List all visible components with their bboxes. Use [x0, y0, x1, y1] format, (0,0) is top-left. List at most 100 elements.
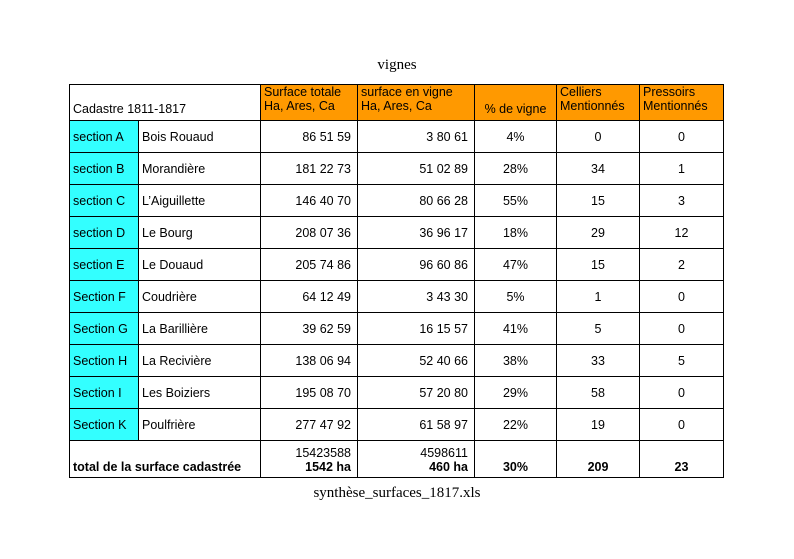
- surface-totale-cell: 64 12 49: [260, 280, 358, 313]
- pct-cell: 4%: [474, 120, 557, 153]
- celliers-cell: 33: [556, 344, 640, 377]
- total-label: total de la surface cadastrée: [69, 440, 261, 478]
- pct-cell: 28%: [474, 152, 557, 185]
- table-row: section C L’Aiguillette 146 40 70 80 66 28 5…: [69, 184, 724, 217]
- vignes-table: Cadastre 1811-1817 Surface totale Ha, Are…: [69, 84, 724, 478]
- total-surface-totale-ha: 1542 ha: [305, 460, 351, 474]
- celliers-cell: 19: [556, 408, 640, 441]
- name-cell: La Barillière: [138, 312, 261, 345]
- total-surface-vigne: 4598611 460 ha: [357, 440, 475, 478]
- header-pressoirs: Pressoirs Mentionnés: [639, 84, 724, 121]
- name-cell: Poulfrière: [138, 408, 261, 441]
- name-cell: L’Aiguillette: [138, 184, 261, 217]
- pct-cell: 47%: [474, 248, 557, 281]
- section-cell: Section I: [69, 376, 139, 409]
- total-surface-totale-raw: 15423588: [295, 446, 351, 460]
- pct-cell: 5%: [474, 280, 557, 313]
- name-cell: Les Boiziers: [138, 376, 261, 409]
- pressoirs-cell: 0: [639, 376, 724, 409]
- name-cell: Le Douaud: [138, 248, 261, 281]
- section-cell: section C: [69, 184, 139, 217]
- total-surface-totale: 15423588 1542 ha: [260, 440, 358, 478]
- surface-totale-cell: 277 47 92: [260, 408, 358, 441]
- header-celliers-line2: Mentionnés: [560, 99, 625, 113]
- header-surface-vigne: surface en vigne Ha, Ares, Ca: [357, 84, 475, 121]
- header-pct-vigne-label: % de vigne: [484, 102, 547, 116]
- table-row: Section G La Barillière 39 62 59 16 15 57 41…: [69, 312, 724, 345]
- header-row: Cadastre 1811-1817 Surface totale Ha, Are…: [69, 84, 724, 121]
- surface-vigne-cell: 3 43 30: [357, 280, 475, 313]
- table-row: section E Le Douaud 205 74 86 96 60 86 47% 15…: [69, 248, 724, 281]
- header-surface-totale-line2: Ha, Ares, Ca: [264, 99, 335, 113]
- pressoirs-cell: 12: [639, 216, 724, 249]
- total-pct: 30%: [474, 440, 557, 478]
- pressoirs-cell: 5: [639, 344, 724, 377]
- celliers-cell: 15: [556, 184, 640, 217]
- header-celliers-line1: Celliers: [560, 85, 602, 100]
- pct-cell: 55%: [474, 184, 557, 217]
- surface-vigne-cell: 51 02 89: [357, 152, 475, 185]
- pct-cell: 29%: [474, 376, 557, 409]
- pressoirs-cell: 1: [639, 152, 724, 185]
- section-cell: section A: [69, 120, 139, 153]
- section-cell: section B: [69, 152, 139, 185]
- pressoirs-cell: 0: [639, 280, 724, 313]
- surface-totale-cell: 138 06 94: [260, 344, 358, 377]
- surface-vigne-cell: 80 66 28: [357, 184, 475, 217]
- pressoirs-cell: 3: [639, 184, 724, 217]
- section-cell: Section K: [69, 408, 139, 441]
- celliers-cell: 29: [556, 216, 640, 249]
- total-row: total de la surface cadastrée 15423588 15…: [69, 440, 724, 478]
- total-pressoirs: 23: [639, 440, 724, 478]
- surface-vigne-cell: 57 20 80: [357, 376, 475, 409]
- name-cell: Morandière: [138, 152, 261, 185]
- section-cell: section D: [69, 216, 139, 249]
- surface-totale-cell: 146 40 70: [260, 184, 358, 217]
- celliers-cell: 34: [556, 152, 640, 185]
- pressoirs-cell: 2: [639, 248, 724, 281]
- total-celliers: 209: [556, 440, 640, 478]
- surface-vigne-cell: 61 58 97: [357, 408, 475, 441]
- table-row: section B Morandière 181 22 73 51 02 89 28% 3…: [69, 152, 724, 185]
- celliers-cell: 0: [556, 120, 640, 153]
- name-cell: Coudrière: [138, 280, 261, 313]
- header-surface-totale-line1: Surface totale: [264, 85, 342, 100]
- celliers-cell: 1: [556, 280, 640, 313]
- header-surface-totale: Surface totale Ha, Ares, Ca: [260, 84, 358, 121]
- header-cadastre: Cadastre 1811-1817: [69, 84, 261, 121]
- pressoirs-cell: 0: [639, 312, 724, 345]
- header-cadastre-label: Cadastre 1811-1817: [73, 102, 187, 116]
- surface-vigne-cell: 36 96 17: [357, 216, 475, 249]
- table-row: Section H La Recivière 138 06 94 52 40 66 38…: [69, 344, 724, 377]
- surface-totale-cell: 86 51 59: [260, 120, 358, 153]
- surface-vigne-cell: 96 60 86: [357, 248, 475, 281]
- page-title: vignes: [377, 57, 417, 73]
- header-pct-vigne: % de vigne: [474, 84, 557, 121]
- header-surface-vigne-line2: Ha, Ares, Ca: [361, 99, 432, 113]
- section-cell: Section H: [69, 344, 139, 377]
- pct-cell: 18%: [474, 216, 557, 249]
- table-row: section A Bois Rouaud 86 51 59 3 80 61 4% 0 0: [69, 120, 724, 153]
- name-cell: Le Bourg: [138, 216, 261, 249]
- section-cell: Section G: [69, 312, 139, 345]
- name-cell: Bois Rouaud: [138, 120, 261, 153]
- celliers-cell: 58: [556, 376, 640, 409]
- header-pressoirs-line2: Mentionnés: [643, 99, 708, 113]
- pct-cell: 38%: [474, 344, 557, 377]
- surface-totale-cell: 39 62 59: [260, 312, 358, 345]
- pct-cell: 22%: [474, 408, 557, 441]
- header-celliers: Celliers Mentionnés: [556, 84, 640, 121]
- pressoirs-cell: 0: [639, 408, 724, 441]
- header-surface-vigne-line1: surface en vigne: [361, 85, 453, 100]
- total-surface-vigne-raw: 4598611: [420, 446, 468, 460]
- table-row: section D Le Bourg 208 07 36 36 96 17 18% 29 1…: [69, 216, 724, 249]
- total-surface-vigne-ha: 460 ha: [429, 460, 468, 474]
- surface-vigne-cell: 52 40 66: [357, 344, 475, 377]
- section-cell: Section F: [69, 280, 139, 313]
- surface-vigne-cell: 3 80 61: [357, 120, 475, 153]
- footer-filename: synthèse_surfaces_1817.xls: [313, 485, 481, 501]
- celliers-cell: 15: [556, 248, 640, 281]
- table-row: Section K Poulfrière 277 47 92 61 58 97 22% 1…: [69, 408, 724, 441]
- surface-totale-cell: 208 07 36: [260, 216, 358, 249]
- surface-totale-cell: 195 08 70: [260, 376, 358, 409]
